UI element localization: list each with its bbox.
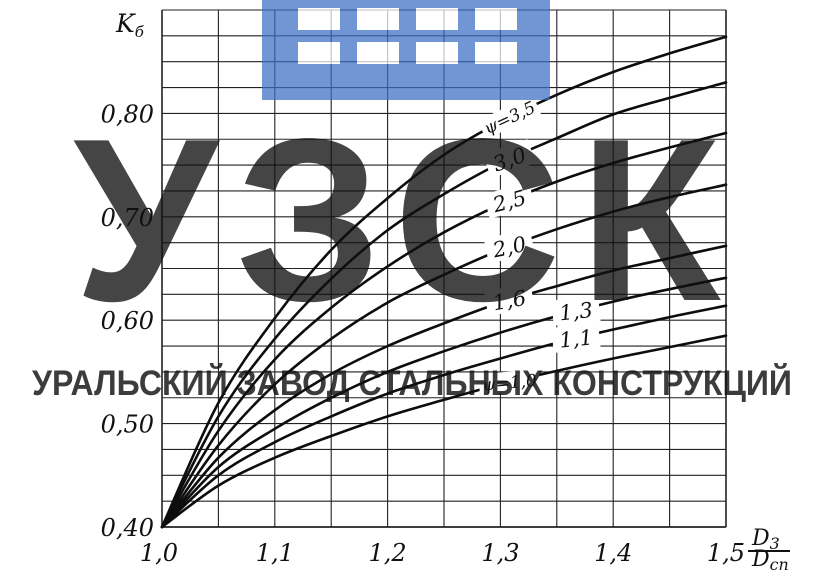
series-line-3	[160, 183, 728, 529]
watermark-caption: УРАЛЬСКИЙ ЗАВОД СТАЛЬНЫХ КОНСТРУКЦИЙ	[32, 363, 792, 403]
series-label-backdrop	[483, 182, 536, 219]
y-tick-label: 0,80	[101, 100, 154, 128]
series-line-0	[160, 35, 728, 529]
x-tick-label: 1,5	[707, 539, 745, 567]
y-tick-label: 0,50	[101, 411, 154, 439]
series-layer	[160, 35, 728, 529]
series-label-backdrop	[483, 228, 535, 264]
watermark: УЗСК УРАЛЬСКИЙ ЗАВОД СТАЛЬНЫХ КОНСТРУКЦИ…	[32, 0, 792, 403]
series-line-5	[160, 276, 728, 529]
y-tick-label: 0,40	[101, 514, 154, 542]
series-label-text: 1,3	[558, 298, 594, 325]
series-label-text: ψ=1,0	[481, 371, 537, 396]
series-label-backdrop	[551, 295, 601, 326]
x-tick-label: 1,4	[594, 539, 632, 567]
axis-layer: 0,40 0,50 0,60 0,70 0,80 1,0 1,1 1,2 1,3 1,4 1,5 Kб…	[101, 9, 790, 572]
y-tick-label: 0,60	[101, 307, 154, 335]
series-line-2	[160, 131, 728, 529]
series-label-backdrop	[478, 369, 541, 395]
series-line-1	[160, 81, 728, 529]
series-label-backdrop	[477, 95, 542, 140]
series-label-3: 2,0	[483, 228, 535, 264]
series-label-backdrop	[482, 139, 536, 179]
x-tick-label: 1,3	[481, 539, 519, 567]
series-label-text: 1,1	[558, 325, 594, 352]
series-label-backdrop	[483, 283, 535, 317]
series-label-7: ψ=1,0	[478, 369, 541, 396]
watermark-building-icon	[262, 0, 550, 100]
series-label-4: 1,6	[483, 283, 535, 317]
watermark-letters: УЗСК	[73, 91, 738, 350]
y-axis-title: Kб	[115, 9, 145, 41]
series-label-6: 1,1	[551, 322, 601, 353]
series-line-7	[160, 334, 728, 529]
series-line-4	[160, 244, 728, 529]
series-label-text: 1,6	[491, 286, 528, 315]
series-label-5: 1,3	[551, 295, 601, 326]
series-line-6	[160, 304, 728, 529]
series-label-backdrop	[551, 322, 601, 353]
x-tick-label: 1,2	[369, 539, 407, 567]
x-tick-label: 1,0	[140, 539, 178, 567]
y-tick-label: 0,70	[101, 204, 154, 232]
x-tick-label: 1,1	[256, 539, 294, 567]
